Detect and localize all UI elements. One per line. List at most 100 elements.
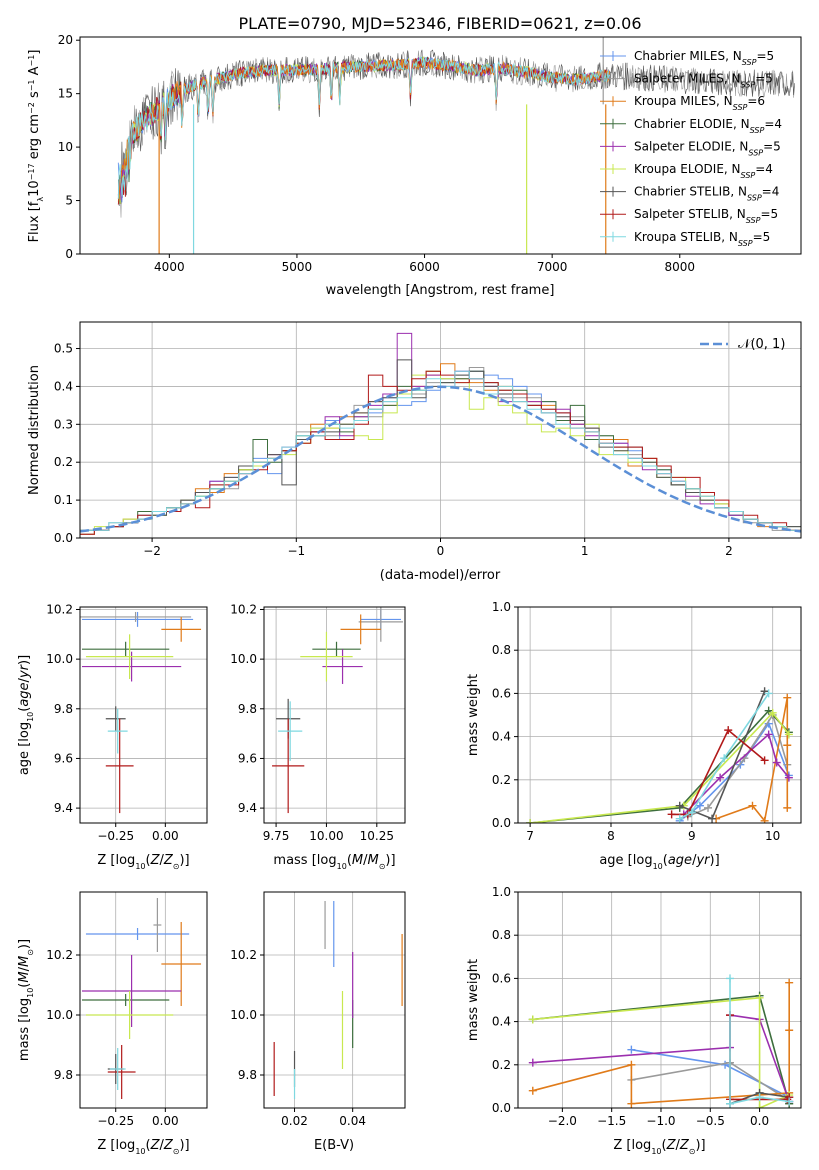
y-tick-label: 9.8 <box>238 702 257 716</box>
weight-marker <box>764 730 773 739</box>
y-tick-label: 0.4 <box>492 730 511 744</box>
weight-line-7 <box>671 728 766 816</box>
legend-label: Chabrier MILES, NSSP=5 <box>634 49 774 67</box>
weight-line-6 <box>679 690 766 820</box>
y-tick-label: 0.4 <box>492 1015 511 1029</box>
weight-marker <box>768 708 777 717</box>
weight-marker <box>721 1060 730 1069</box>
x-tick-label: 8 <box>607 829 615 843</box>
axes-frame <box>517 891 802 1109</box>
x-tick-label: 0.02 <box>281 1114 308 1128</box>
weight-marker <box>627 1045 636 1054</box>
y-tick-label: 0.8 <box>492 643 511 657</box>
y-tick-label: 10.2 <box>230 948 257 962</box>
y-axis-label: Normed distribution <box>27 365 42 495</box>
x-axis-label-ebv: E(B-V) <box>314 1138 354 1153</box>
weight-marker <box>783 741 792 750</box>
weight-marker <box>755 1104 764 1108</box>
plot-area-age-vs-Z <box>80 611 202 814</box>
weight-marker <box>764 706 773 715</box>
x-axis-label: Z [log10(Z/Z⊙)] <box>613 1138 705 1156</box>
weight-marker <box>783 693 792 702</box>
legend-label: Salpeter MILES, NSSP=5 <box>634 72 773 90</box>
weight-line-2 <box>532 982 791 1105</box>
weight-marker <box>726 1099 735 1108</box>
legend-label: Kroupa STELIB, NSSP=5 <box>634 230 770 248</box>
x-tick-label: −1.0 <box>646 1114 675 1128</box>
y-tick-label: 9.8 <box>54 702 73 716</box>
x-tick-label: −0.25 <box>97 829 134 843</box>
x-tick-label: 0 <box>437 544 445 558</box>
y-tick-label: 10.2 <box>46 948 73 962</box>
x-tick-label: 10.00 <box>309 829 343 843</box>
axes-frame <box>263 606 406 824</box>
x-tick-label: 2 <box>725 544 733 558</box>
y-tick-label: 9.8 <box>238 1068 257 1082</box>
axes-spectrum: 4000 5000 6000 7000 8000 0 5 10 15 20 wavelength [… <box>27 33 802 298</box>
y-tick-label: 5 <box>65 194 73 208</box>
y-axis-label: mass weight <box>466 959 481 1041</box>
y-tick-label: 1.0 <box>492 600 511 614</box>
y-tick-label: 0.0 <box>54 531 73 545</box>
x-axis-label: (data-model)/error <box>380 568 501 583</box>
axes-residuals: −2 −1 0 1 2 0.0 0.1 0.2 0.3 0.4 0.5 (data-model)/er… <box>27 321 802 583</box>
legend-label: Chabrier ELODIE, NSSP=4 <box>634 117 782 135</box>
normal-curve <box>80 385 801 533</box>
y-tick-label: 10.0 <box>230 1008 257 1022</box>
y-tick-label: 0.0 <box>492 816 511 830</box>
x-tick-label: −1.5 <box>597 1114 626 1128</box>
weight-marker <box>667 810 676 819</box>
x-axis-label: Z [log10(Z/Z⊙)] <box>97 1138 189 1156</box>
x-tick-label: 6000 <box>409 260 440 274</box>
y-tick-label: 9.4 <box>238 801 257 815</box>
y-axis-label: age [log10(age/yr)] <box>17 655 35 775</box>
y-tick-label: 15 <box>58 87 73 101</box>
y-tick-label: 20 <box>58 33 73 47</box>
plot-area-mass-vs-ebv <box>273 901 403 1099</box>
weight-marker <box>784 730 793 739</box>
x-tick-label: 7000 <box>537 260 568 274</box>
axes-frame <box>79 606 208 824</box>
weight-marker <box>784 773 793 782</box>
weight-marker <box>785 1026 794 1035</box>
y-tick-label: 0.5 <box>54 342 73 356</box>
axes-mass-vs-ebv: 0.02 0.04 9.8 10.0 10.2 <box>230 891 406 1128</box>
weight-marker <box>783 803 792 812</box>
histogram-series-7 <box>80 370 801 538</box>
weight-line-8 <box>729 978 790 1105</box>
weight-line-5 <box>530 711 790 823</box>
weight-marker <box>528 1015 537 1024</box>
y-axis-label: Flux [fλ10−17 erg cm−2 s−1 A−1] <box>27 50 45 243</box>
y-tick-label: 10.0 <box>46 652 73 666</box>
y-tick-label: 0.8 <box>492 928 511 942</box>
y-tick-label: 9.4 <box>54 801 73 815</box>
legend-label: Kroupa ELODIE, NSSP=4 <box>634 162 773 180</box>
y-tick-label: 10.0 <box>230 652 257 666</box>
x-tick-label: 10.25 <box>360 829 394 843</box>
weight-marker <box>675 814 684 823</box>
weight-marker <box>726 974 735 983</box>
x-tick-label: 1 <box>581 544 589 558</box>
legend-label: Chabrier STELIB, NSSP=4 <box>634 185 779 203</box>
y-tick-label: 0.6 <box>492 686 511 700</box>
y-tick-label: 0.2 <box>54 455 73 469</box>
weight-marker <box>627 1060 636 1069</box>
y-tick-label: 0.6 <box>492 971 511 985</box>
legend-label: Kroupa MILES, NSSP=6 <box>634 94 765 112</box>
axes-frame <box>263 891 406 1109</box>
y-tick-label: 0.0 <box>492 1101 511 1115</box>
plot-area-mass-vs-Z <box>81 898 202 1099</box>
weight-line-8 <box>679 692 770 820</box>
axes-age-vs-Z: −0.25 0.00 9.4 9.6 9.8 10.0 10.2 Z [log10(Z/Z⊙)… <box>17 602 208 871</box>
axes-massweight-vs-Z: −2.0 −1.5 −1.0 −0.5 0.0 0.0 0.2 0.4 0.6 0.8 1.0 Z [… <box>466 885 802 1156</box>
x-tick-label: 4000 <box>154 260 185 274</box>
weight-marker <box>755 1093 764 1102</box>
plot-area-massweight-vs-age <box>526 687 793 823</box>
x-tick-label: −0.25 <box>97 1114 134 1128</box>
x-tick-label: 8000 <box>664 260 695 274</box>
x-tick-label: 0.00 <box>152 829 179 843</box>
y-tick-label: 10 <box>58 140 73 154</box>
x-axis-label: wavelength [Angstrom, rest frame] <box>326 283 555 298</box>
weight-marker <box>687 808 696 817</box>
